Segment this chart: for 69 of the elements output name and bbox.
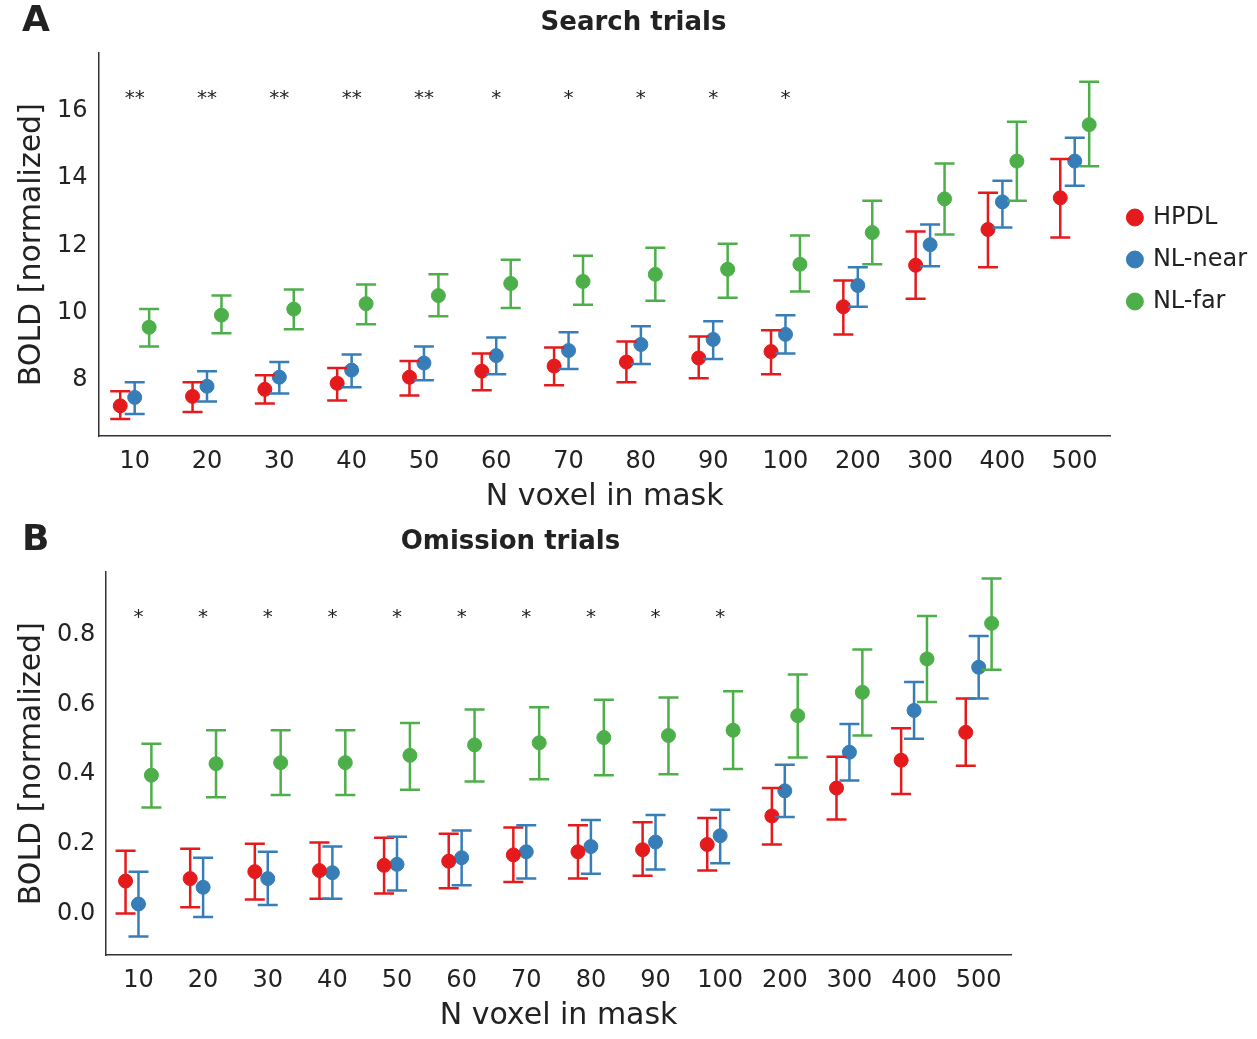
x-tick-label: 300 <box>826 964 873 993</box>
x-axis-title: N voxel in mask <box>439 995 679 1031</box>
y-tick-label: 0.8 <box>57 619 96 648</box>
x-tick-label: 400 <box>891 964 937 993</box>
y-tick-label: 16 <box>56 94 88 123</box>
legend-label: HPDL <box>1152 201 1218 230</box>
x-tick-label: 200 <box>761 964 808 993</box>
y-tick-label: 0.6 <box>57 688 96 717</box>
annotation: * <box>392 604 403 629</box>
annotation: * <box>715 604 726 629</box>
x-tick-label: 300 <box>907 445 954 474</box>
annotation: ** <box>124 85 145 110</box>
x-tick-label: 20 <box>187 964 219 993</box>
x-tick-label: 200 <box>834 445 881 474</box>
y-axis-title: BOLD [normalized] <box>11 103 47 387</box>
y-tick-label: 0.2 <box>57 828 96 857</box>
annotation: * <box>563 85 574 110</box>
x-tick-label: 70 <box>511 964 542 993</box>
x-tick-label: 30 <box>264 445 295 474</box>
x-tick-label: 50 <box>381 964 413 993</box>
x-tick-label: 100 <box>697 964 744 993</box>
chart-title: Search trials <box>540 6 727 37</box>
x-axis-title: N voxel in mask <box>485 476 725 512</box>
x-tick-label: 60 <box>446 964 477 993</box>
annotation: * <box>327 604 338 629</box>
x-tick-label: 500 <box>955 964 1002 993</box>
annotation: ** <box>269 85 290 110</box>
x-tick-label: 100 <box>762 445 809 474</box>
y-tick-label: 0.4 <box>57 758 96 787</box>
y-tick-label: 10 <box>56 297 88 326</box>
x-tick-label: 20 <box>191 445 223 474</box>
annotation: * <box>635 85 646 110</box>
x-tick-label: 60 <box>480 445 512 474</box>
text: B <box>22 517 50 559</box>
annotation: * <box>521 604 532 629</box>
x-tick-label: 10 <box>123 964 154 993</box>
x-tick-label: 40 <box>336 445 367 474</box>
chart-title: Omission trials <box>400 525 621 556</box>
annotation: * <box>585 604 596 629</box>
legend-label: NL-near <box>1152 243 1248 272</box>
x-tick-label: 10 <box>119 445 150 474</box>
x-tick-label: 40 <box>317 964 348 993</box>
x-tick-label: 90 <box>640 964 671 993</box>
annotation: * <box>708 85 719 110</box>
annotation: * <box>491 85 502 110</box>
x-tick-label: 30 <box>252 964 284 993</box>
annotation: * <box>780 85 791 110</box>
x-tick-label: 80 <box>625 445 657 474</box>
annotation: * <box>650 604 661 629</box>
annotation: ** <box>413 85 434 110</box>
x-tick-label: 70 <box>553 445 584 474</box>
y-axis-title: BOLD [normalized] <box>11 622 47 906</box>
y-tick-label: 12 <box>56 229 88 258</box>
annotation: * <box>262 604 273 629</box>
x-tick-label: 80 <box>575 964 607 993</box>
y-tick-label: 8 <box>72 364 88 393</box>
x-tick-label: 500 <box>1051 445 1098 474</box>
annotation: ** <box>341 85 362 110</box>
annotation: * <box>456 604 467 629</box>
annotation: ** <box>197 85 217 110</box>
y-tick-label: 0.0 <box>57 897 96 926</box>
x-tick-label: 90 <box>697 445 729 474</box>
x-tick-label: 400 <box>979 445 1026 474</box>
text: A <box>22 0 50 40</box>
legend-label: NL-far <box>1152 285 1226 314</box>
annotation: * <box>133 604 144 629</box>
annotation: * <box>198 604 209 629</box>
y-tick-label: 14 <box>56 162 88 191</box>
x-tick-label: 50 <box>408 445 440 474</box>
